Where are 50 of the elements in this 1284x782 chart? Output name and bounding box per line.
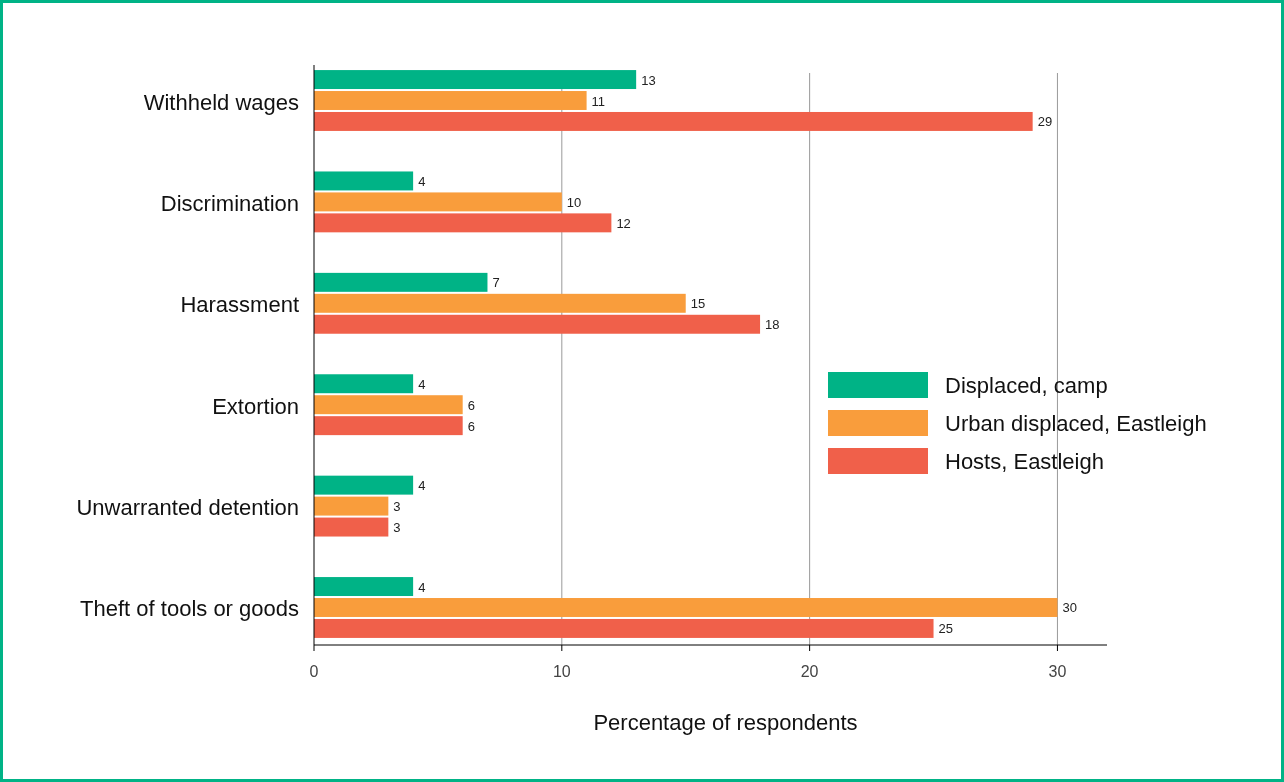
legend-label: Urban displaced, Eastleigh: [945, 411, 1207, 436]
legend-label: Hosts, Eastleigh: [945, 449, 1104, 474]
bar: [314, 395, 463, 415]
data-label: 6: [467, 418, 475, 434]
data-label: 25: [938, 621, 953, 637]
bar: [314, 213, 612, 233]
bar: [314, 374, 414, 394]
bar: [314, 475, 414, 495]
bar: [314, 517, 389, 537]
data-label: 12: [616, 215, 631, 231]
y-tick-label: Theft of tools or goods: [80, 596, 299, 622]
x-tick-label: 30: [1048, 663, 1067, 680]
bar: [314, 496, 389, 516]
data-label: 29: [1037, 114, 1053, 130]
data-label: 7: [492, 275, 500, 291]
bar: [314, 598, 1058, 617]
legend-label: Displaced, camp: [945, 373, 1108, 398]
y-tick-label: Withheld wages: [143, 89, 299, 115]
data-label: 11: [591, 93, 606, 109]
data-label: 3: [393, 520, 401, 536]
data-label: 3: [393, 499, 401, 515]
data-label: 13: [641, 72, 656, 88]
bar: [314, 314, 761, 334]
y-tick-label: Unwarranted detention: [76, 495, 299, 521]
bar: [314, 272, 488, 292]
y-tick-label: Discrimination: [160, 190, 299, 216]
data-label: 4: [418, 478, 426, 494]
bar: [314, 293, 686, 313]
data-label: 10: [566, 194, 582, 210]
bar: [314, 577, 414, 597]
x-tick-label: 10: [552, 663, 571, 680]
bar: [314, 618, 934, 638]
bar: [314, 91, 587, 110]
data-label: 4: [418, 173, 426, 189]
x-axis-title: Percentage of respondents: [593, 710, 858, 735]
data-label: 4: [418, 376, 426, 392]
data-label: 30: [1062, 600, 1077, 616]
x-tick-label: 20: [800, 663, 819, 680]
data-label: 18: [765, 317, 780, 333]
data-label: 4: [418, 579, 426, 595]
bar: [314, 111, 1033, 131]
data-label: 6: [467, 397, 475, 413]
bar: [314, 416, 463, 436]
bar: [314, 70, 637, 90]
bar: [314, 171, 414, 191]
bar: [314, 192, 562, 212]
data-label: 15: [690, 296, 706, 312]
y-tick-label: Harassment: [180, 292, 299, 318]
y-tick-label: Extortion: [212, 393, 299, 419]
x-tick-label: 0: [309, 663, 319, 680]
